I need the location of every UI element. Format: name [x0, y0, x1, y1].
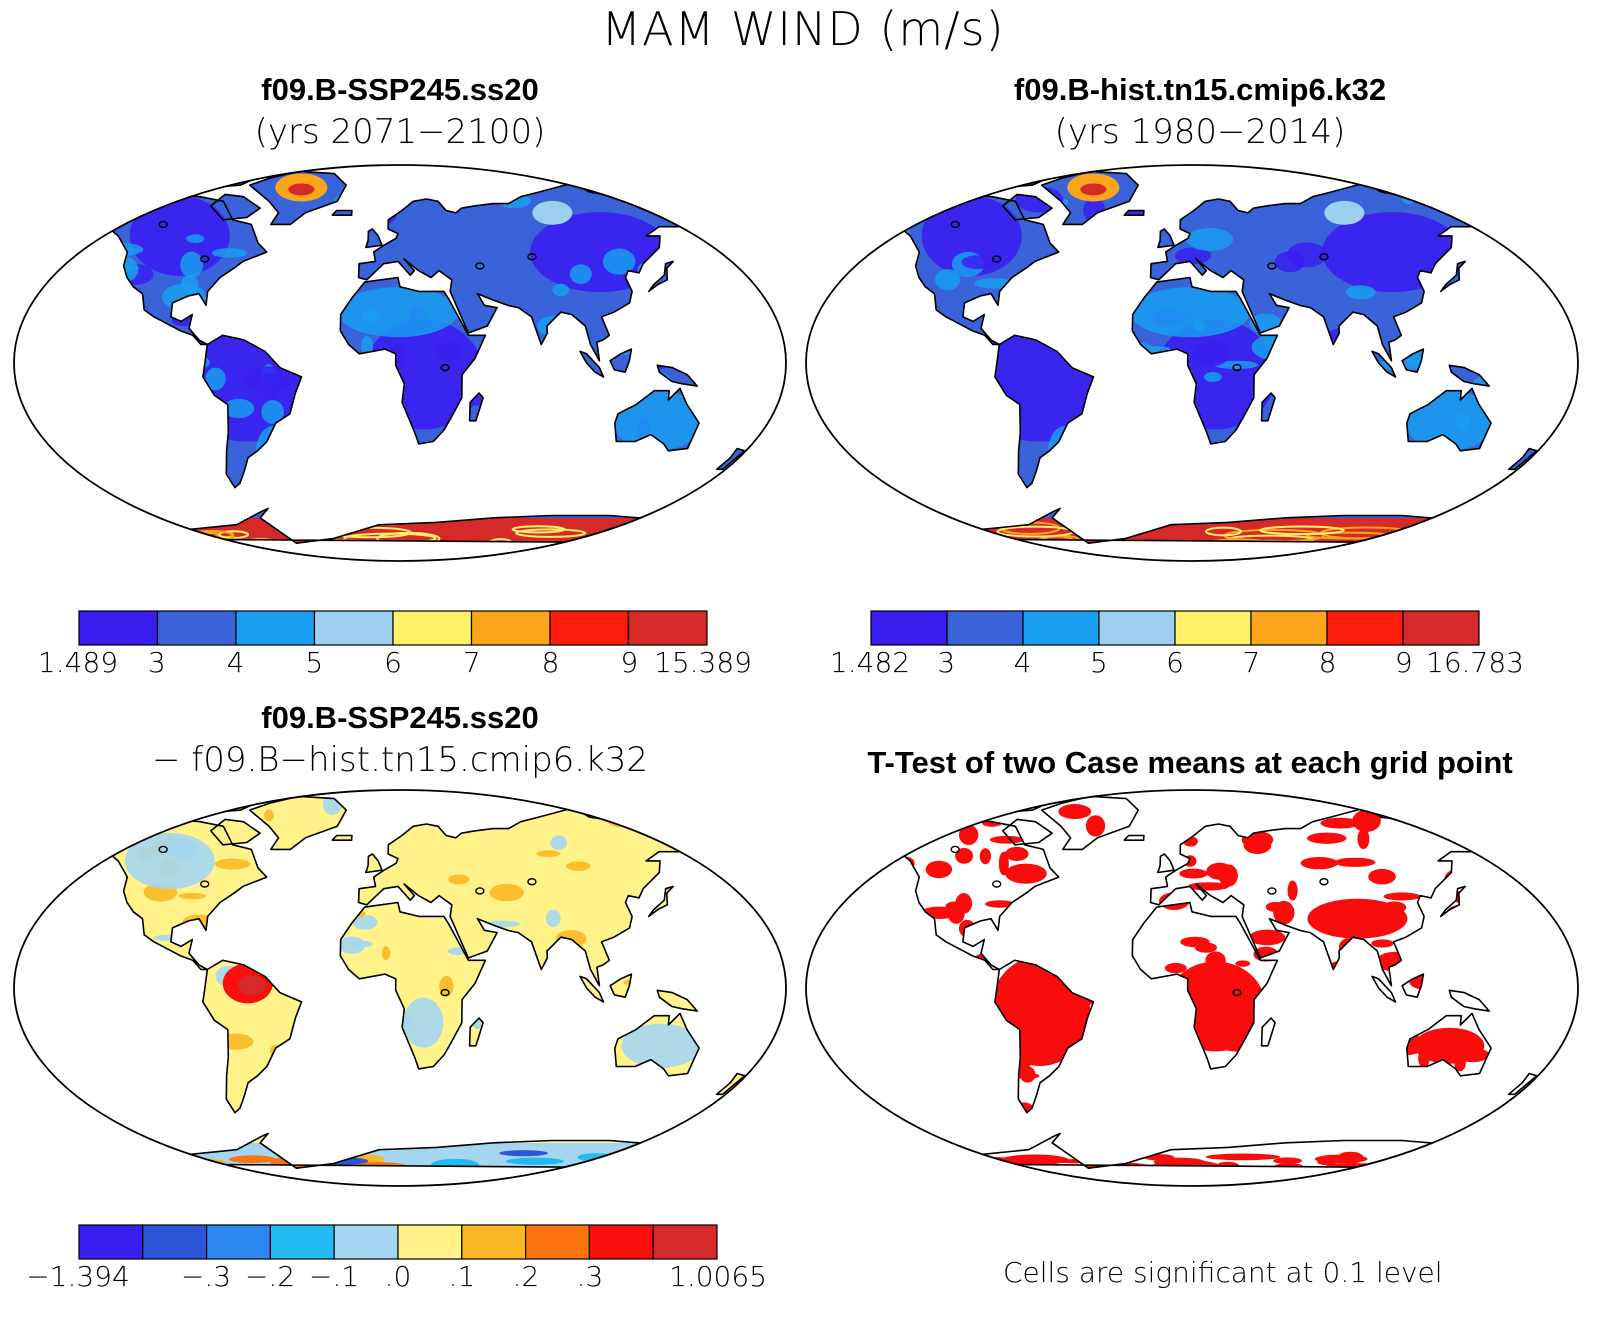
colorbar-tick-label: −.1: [308, 1260, 360, 1293]
colorbar-swatch: [397, 1224, 463, 1260]
panel-top-right-title: f09.B-hist.tn15.cmip6.k32: [1013, 72, 1387, 107]
colorbar-tick-label: 3: [147, 646, 166, 679]
colorbar-tick-label: 15.389: [654, 646, 752, 679]
colorbar-swatch: [1174, 610, 1252, 646]
colorbar-tick-label: .0: [384, 1260, 412, 1293]
panel-bottom-right-title: T-Test of two Case means at each grid po…: [867, 745, 1513, 780]
colorbar-tick-label: .2: [512, 1260, 540, 1293]
colorbar-tick-label: 6: [1166, 646, 1184, 679]
colorbar-top-right: [870, 610, 1480, 646]
panel-bottom-left-title: f09.B-SSP245.ss20: [261, 700, 539, 735]
colorbar-tick-label: −1.394: [26, 1260, 130, 1293]
panel-bottom-left-subtitle: − f09.B−hist.tn15.cmip6.k32: [151, 740, 649, 780]
map-bottom-right: [805, 789, 1579, 1187]
colorbar-tick-label: 7: [1242, 646, 1261, 679]
colorbar-swatch: [461, 1224, 527, 1260]
panel-top-right-subtitle: (yrs 1980−2014): [1054, 112, 1346, 152]
colorbar-swatch: [78, 1224, 144, 1260]
colorbar-tick-label: 5: [305, 646, 324, 679]
colorbar-tick-label: 6: [384, 646, 402, 679]
colorbar-swatch: [1402, 610, 1480, 646]
colorbar-swatch: [549, 610, 630, 646]
colorbar-tick-label: 9: [620, 646, 639, 679]
colorbar-tick-label: 8: [541, 646, 560, 679]
colorbar-swatch: [313, 610, 394, 646]
colorbar-swatch: [1098, 610, 1176, 646]
panel-top-left-subtitle: (yrs 2071−2100): [254, 112, 546, 152]
colorbar-swatch: [156, 610, 237, 646]
colorbar-tick-label: −.2: [244, 1260, 296, 1293]
colorbar-swatch: [269, 1224, 335, 1260]
colorbar-tick-label: −.3: [180, 1260, 232, 1293]
colorbar-tick-label: 7: [462, 646, 481, 679]
colorbar-tick-label: 5: [1089, 646, 1108, 679]
colorbar-tick-label: 4: [226, 646, 245, 679]
colorbar-swatch: [78, 610, 159, 646]
colorbar-top-left-labels: 1.489 3 4 5 6 7 8 9 15.389: [38, 646, 752, 686]
colorbar-swatch: [470, 610, 551, 646]
colorbar-tick-label: .1: [448, 1260, 476, 1293]
significance-note: Cells are significant at 0.1 level: [1003, 1256, 1443, 1289]
colorbar-tick-label: 1.489: [37, 646, 119, 679]
colorbar-tick-label: 4: [1013, 646, 1032, 679]
colorbar-tick-label: 8: [1318, 646, 1337, 679]
colorbar-swatch: [1326, 610, 1404, 646]
colorbar-swatch: [946, 610, 1024, 646]
colorbar-swatch: [1250, 610, 1328, 646]
map-boundary: [13, 164, 787, 562]
panel-top-left-title: f09.B-SSP245.ss20: [261, 72, 539, 107]
colorbar-swatch: [525, 1224, 591, 1260]
colorbar-tick-label: .3: [576, 1260, 604, 1293]
colorbar-swatch: [870, 610, 948, 646]
map-bottom-left: [13, 789, 787, 1187]
colorbar-swatch: [333, 1224, 399, 1260]
colorbar-tick-label: 3: [937, 646, 956, 679]
land-fill: [55, 796, 745, 1186]
colorbar-bottom-left-labels: −1.394 −.3 −.2 −.1 .0 .1 .2 .3 1.0065: [26, 1260, 767, 1300]
colorbar-top-right-labels: 1.482 3 4 5 6 7 8 9 16.783: [830, 646, 1524, 686]
colorbar-swatch: [392, 610, 473, 646]
colorbar-swatch: [627, 610, 708, 646]
colorbar-top-left: [78, 610, 708, 646]
colorbar-tick-label: 1.0065: [669, 1260, 767, 1293]
colorbar-swatch: [588, 1224, 654, 1260]
map-boundary: [13, 789, 787, 1187]
colorbar-swatch: [1022, 610, 1100, 646]
map-boundary: [805, 164, 1579, 562]
map-boundary: [805, 789, 1579, 1187]
colorbar-tick-label: 16.783: [1426, 646, 1524, 679]
colorbar-swatch: [206, 1224, 272, 1260]
map-top-left: [13, 164, 787, 562]
colorbar-tick-label: 1.482: [829, 646, 911, 679]
colorbar-bottom-left: [78, 1224, 718, 1260]
colorbar-swatch: [235, 610, 316, 646]
figure-title: MAM WIND (m/s): [601, 2, 1005, 56]
colorbar-swatch: [142, 1224, 208, 1260]
colorbar-swatch: [652, 1224, 718, 1260]
colorbar-tick-label: 9: [1394, 646, 1413, 679]
map-top-right: [805, 164, 1579, 562]
